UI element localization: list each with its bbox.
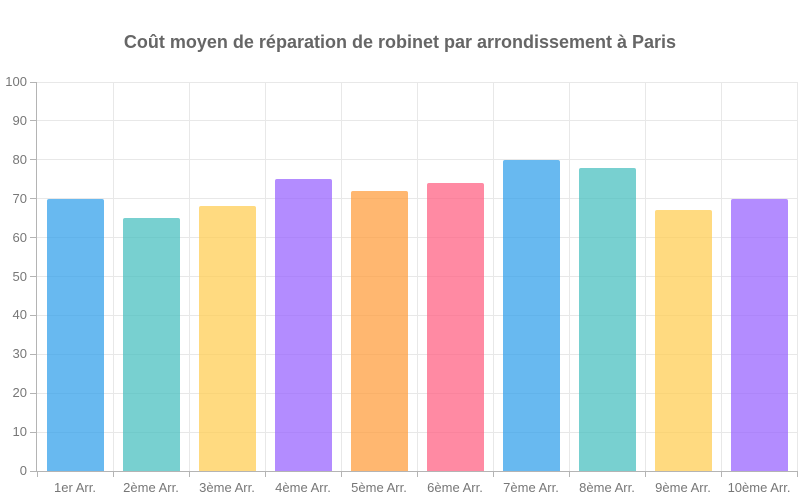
x-gridline [644, 82, 646, 471]
bar [122, 218, 180, 471]
y-axis-line [36, 82, 37, 471]
x-tick-label: 3ème Arr. [199, 480, 255, 495]
y-tick-label: 50 [12, 268, 27, 284]
y-tick-label: 100 [5, 74, 27, 89]
x-tick-label: 2ème Arr. [123, 480, 179, 495]
x-tick-label: 7ème Arr. [503, 480, 559, 495]
y-axis-tick [30, 198, 36, 200]
y-axis-tick [30, 314, 36, 316]
x-gridline [188, 82, 190, 471]
x-tick-label: 4ème Arr. [275, 480, 331, 495]
axes-layer: 0 10 20 30 40 50 60 70 80 90 100 1er Arr. 2ème Arr. 3… [5, 74, 798, 495]
plot-area: 0 10 20 30 40 50 60 70 80 90 100 1er Arr. 2ème Arr. 3… [5, 74, 798, 495]
bar [46, 198, 104, 471]
bar [350, 190, 408, 471]
y-axis-tick [30, 276, 36, 277]
y-tick-label: 30 [12, 346, 27, 362]
y-tick-label: 20 [12, 385, 27, 401]
x-tick-label: 8ème Arr. [579, 480, 635, 495]
x-tick-label: 9ème Arr. [655, 480, 711, 495]
x-tick-label: 5ème Arr. [351, 480, 407, 495]
chart-title: Coût moyen de réparation de robinet par … [123, 32, 677, 52]
x-axis-tick [340, 471, 342, 477]
x-axis-tick [416, 471, 418, 477]
y-tick-label: 0 [19, 463, 27, 478]
y-axis-tick [30, 81, 36, 83]
x-axis-tick [720, 471, 722, 477]
y-tick-label: 80 [12, 151, 27, 167]
x-axis-tick [568, 471, 570, 477]
x-axis-tick [36, 471, 38, 477]
y-tick-label: 70 [12, 190, 27, 206]
x-axis-tick [644, 471, 646, 477]
y-axis-tick [30, 392, 36, 394]
x-gridline [416, 82, 418, 471]
y-tick-label: 10 [12, 424, 27, 440]
bar [274, 179, 332, 471]
x-axis-tick [492, 471, 494, 477]
bar [426, 183, 484, 471]
x-gridline [492, 82, 494, 471]
y-tick-label: 40 [12, 307, 27, 323]
bar [502, 159, 560, 471]
y-axis-tick [30, 237, 36, 239]
y-tick-label: 60 [12, 229, 27, 245]
bar [578, 167, 636, 471]
y-axis-tick [30, 470, 36, 472]
x-axis-tick [112, 471, 114, 477]
y-axis-tick [30, 159, 36, 161]
x-gridline [340, 82, 342, 471]
y-tick-label: 90 [12, 112, 27, 128]
bar [654, 210, 712, 471]
y-axis-tick [30, 353, 36, 355]
x-tick-label: 10ème Arr. [727, 480, 791, 495]
bar [198, 206, 256, 471]
y-axis-tick [30, 431, 36, 433]
bar [730, 198, 788, 471]
x-gridline [796, 82, 798, 471]
bars-layer [37, 82, 797, 471]
x-gridline [568, 82, 570, 471]
x-gridline [112, 82, 114, 471]
x-axis-tick [796, 471, 798, 477]
x-tick-label: 1er Arr. [54, 480, 96, 495]
x-gridline [264, 82, 266, 471]
x-gridline [720, 82, 722, 471]
x-tick-label: 6ème Arr. [427, 480, 483, 495]
x-axis-tick [188, 471, 190, 477]
y-axis-tick [30, 120, 36, 122]
gridlines-layer [37, 81, 798, 471]
x-axis-tick [264, 471, 266, 477]
